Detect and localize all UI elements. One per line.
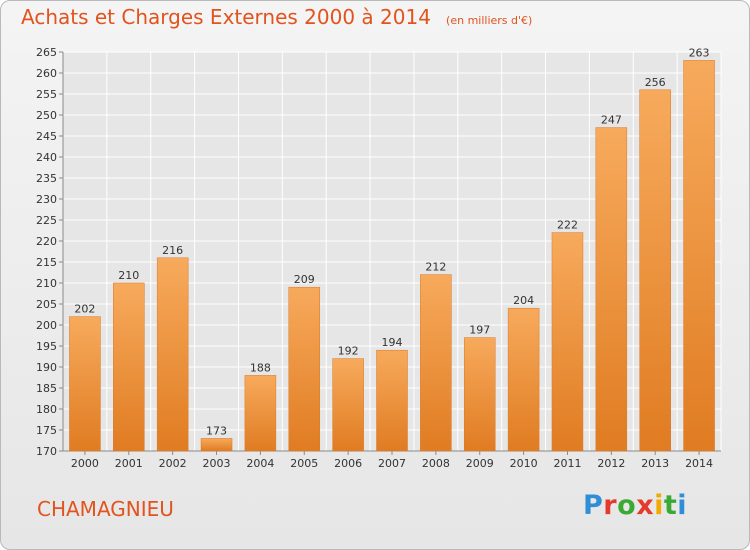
y-tick-label: 180 <box>36 403 57 416</box>
y-tick-label: 265 <box>36 46 57 59</box>
x-tick-label: 2010 <box>510 457 538 470</box>
x-tick-label: 2011 <box>553 457 581 470</box>
y-tick-label: 245 <box>36 130 57 143</box>
bar <box>69 316 101 452</box>
bar <box>156 257 189 452</box>
x-tick-label: 2000 <box>71 457 99 470</box>
x-tick-label: 2007 <box>378 457 406 470</box>
bar <box>200 438 233 452</box>
bar <box>244 375 277 452</box>
x-tick-label: 2008 <box>422 457 450 470</box>
y-tick-label: 230 <box>36 193 57 206</box>
y-tick-label: 210 <box>36 277 57 290</box>
y-tick-label: 215 <box>36 256 57 269</box>
logo-letter: i <box>677 490 688 521</box>
bar <box>595 127 628 452</box>
x-tick-label: 2014 <box>685 457 713 470</box>
y-tick-label: 240 <box>36 151 57 164</box>
bar-value-label: 197 <box>469 324 490 337</box>
y-tick-label: 190 <box>36 361 57 374</box>
x-tick-label: 2013 <box>641 457 669 470</box>
bar-value-label: 194 <box>382 336 403 349</box>
logo-letter: r <box>603 490 618 521</box>
bar <box>376 349 408 452</box>
chart-title-text: Achats et Charges Externes 2000 à 2014 <box>21 5 431 29</box>
bar-value-label: 222 <box>557 219 578 232</box>
y-tick-label: 170 <box>36 445 57 458</box>
x-tick-label: 2012 <box>597 457 625 470</box>
logo-letter: x <box>636 490 655 521</box>
bar <box>551 232 584 452</box>
bar <box>463 337 496 452</box>
x-tick-label: 2003 <box>203 457 231 470</box>
x-tick-label: 2006 <box>334 457 362 470</box>
bar <box>288 286 321 452</box>
chart-title: Achats et Charges Externes 2000 à 2014 (… <box>21 5 532 29</box>
proxiti-logo[interactable]: Proxiti <box>583 490 687 521</box>
bar-value-label: 202 <box>74 303 95 316</box>
bar-value-label: 173 <box>206 424 227 437</box>
x-tick-label: 2004 <box>246 457 274 470</box>
logo-letter: i <box>654 490 664 521</box>
bar <box>683 60 715 452</box>
bar <box>332 358 364 452</box>
x-tick-label: 2002 <box>159 457 187 470</box>
bar-value-label: 188 <box>250 361 271 374</box>
logo-letter: t <box>663 490 678 521</box>
y-tick-label: 250 <box>36 109 57 122</box>
y-tick-label: 185 <box>36 382 57 395</box>
commune-name: CHAMAGNIEU <box>37 497 174 521</box>
x-tick-label: 2009 <box>466 457 494 470</box>
y-tick-label: 225 <box>36 214 57 227</box>
bar <box>507 307 540 452</box>
bar-value-label: 192 <box>338 345 359 358</box>
bar-value-label: 210 <box>118 269 139 282</box>
y-tick-label: 260 <box>36 67 57 80</box>
bar-value-label: 209 <box>294 273 315 286</box>
y-tick-label: 205 <box>36 298 57 311</box>
y-tick-label: 175 <box>36 424 57 437</box>
y-tick-label: 195 <box>36 340 57 353</box>
y-tick-label: 200 <box>36 319 57 332</box>
logo-letter: o <box>617 490 637 521</box>
bars <box>69 60 715 452</box>
chart-unit: (en milliers d'€) <box>446 14 533 27</box>
logo-letter: P <box>583 490 604 521</box>
bar <box>113 282 145 452</box>
labels: 170 175 180 185 190 195 200 205 210 215 220 225 230 2… <box>36 46 713 470</box>
bar-value-label: 263 <box>689 46 710 59</box>
y-tick-label: 235 <box>36 172 57 185</box>
bar-value-label: 256 <box>645 76 666 89</box>
bar <box>420 274 452 452</box>
bar-value-label: 204 <box>513 294 534 307</box>
x-tick-label: 2001 <box>115 457 143 470</box>
x-tick-label: 2005 <box>290 457 318 470</box>
bar-value-label: 212 <box>425 261 446 274</box>
bar-value-label: 216 <box>162 244 183 257</box>
bar-value-label: 247 <box>601 114 622 127</box>
y-tick-label: 255 <box>36 88 57 101</box>
y-tick-label: 220 <box>36 235 57 248</box>
bar <box>639 89 671 452</box>
